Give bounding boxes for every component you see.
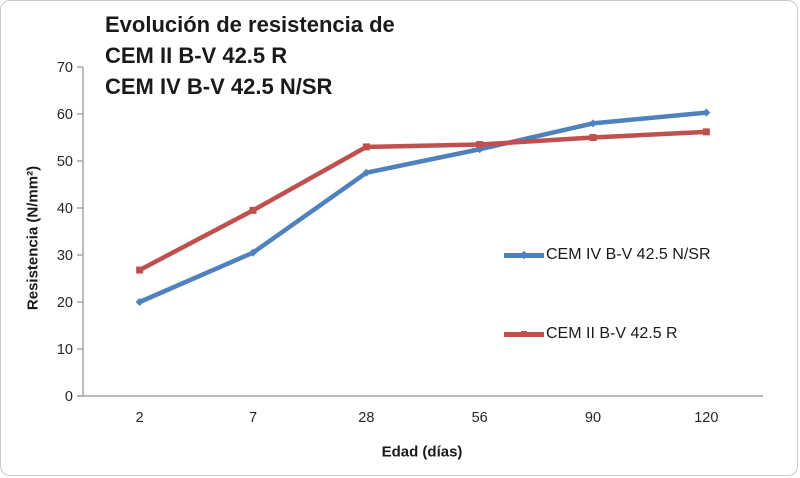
legend-item-cem-ii: CEM II B-V 42.5 R bbox=[504, 325, 678, 343]
y-tick-label: 60 bbox=[57, 107, 73, 123]
x-tick-label: 7 bbox=[249, 410, 257, 426]
x-axis-title: Edad (días) bbox=[381, 443, 463, 461]
square-marker-icon bbox=[521, 331, 527, 337]
x-tick-label: 120 bbox=[694, 410, 718, 426]
y-tick-label: 70 bbox=[57, 60, 73, 76]
x-tick-label: 90 bbox=[585, 410, 601, 426]
chart-title-line-3: CEM IV B-V 42.5 N/SR bbox=[105, 74, 333, 99]
y-tick-label: 40 bbox=[57, 201, 73, 217]
data-point-square bbox=[362, 143, 370, 151]
data-point-square bbox=[249, 206, 257, 214]
data-point-square bbox=[136, 266, 144, 274]
series-line-0 bbox=[137, 110, 709, 305]
data-point-diamond bbox=[249, 248, 257, 257]
y-tick-label: 30 bbox=[57, 248, 73, 264]
legend-label: CEM IV B-V 42.5 N/SR bbox=[546, 246, 711, 263]
legend-label: CEM II B-V 42.5 R bbox=[546, 325, 678, 342]
data-point-diamond bbox=[135, 298, 144, 306]
chart-title-line-2: CEM II B-V 42.5 R bbox=[105, 43, 288, 68]
data-point-diamond bbox=[702, 108, 711, 117]
legend-line-swatch-blue bbox=[504, 250, 544, 260]
y-tick-label: 20 bbox=[57, 295, 73, 311]
chart-title: Evolución de resistencia de CEM II B-V 4… bbox=[105, 9, 395, 102]
legend-line-swatch-red bbox=[504, 331, 544, 337]
diamond-marker-icon bbox=[519, 250, 529, 260]
x-tick-label: 2 bbox=[136, 410, 144, 426]
y-tick-label: 0 bbox=[65, 389, 73, 405]
y-tick-label: 50 bbox=[57, 154, 73, 170]
data-point-diamond bbox=[362, 168, 371, 177]
data-point-square bbox=[702, 128, 710, 136]
legend-item-cem-iv: CEM IV B-V 42.5 N/SR bbox=[504, 246, 711, 264]
series-line-1 bbox=[137, 129, 709, 273]
x-tick-label: 28 bbox=[358, 410, 374, 426]
data-point-square bbox=[589, 134, 597, 141]
x-tick-label: 56 bbox=[472, 410, 488, 426]
y-tick-label: 10 bbox=[57, 342, 73, 358]
data-point-diamond bbox=[589, 119, 597, 128]
data-point-square bbox=[476, 141, 484, 149]
y-axis-title: Resistencia (N/mm²) bbox=[24, 165, 42, 311]
chart-title-line-1: Evolución de resistencia de bbox=[105, 12, 395, 37]
